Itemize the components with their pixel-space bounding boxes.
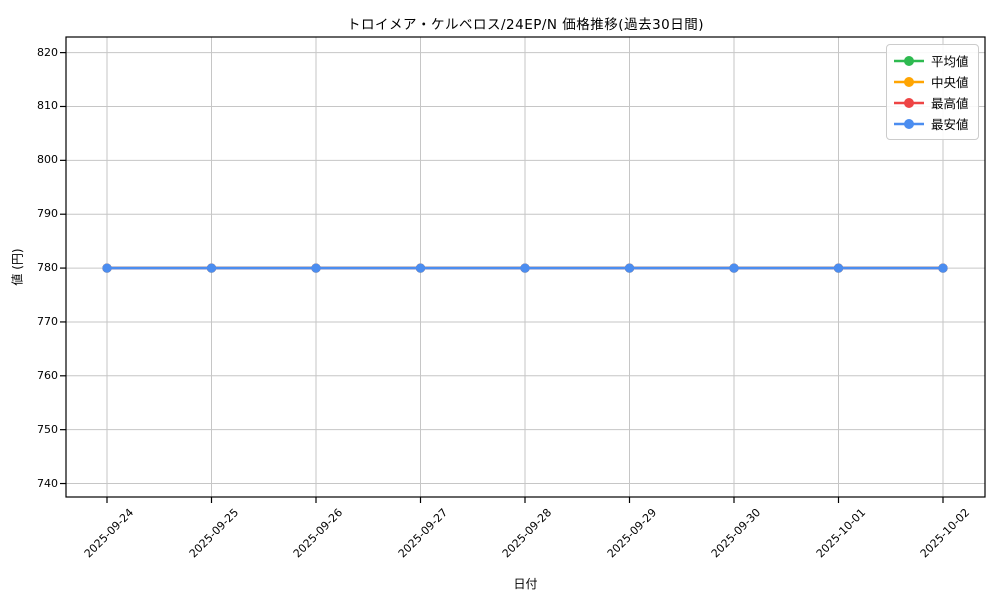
legend: 平均値中央値最高値最安値: [886, 44, 979, 140]
data-point-marker: [938, 263, 948, 273]
data-point-marker: [520, 263, 530, 273]
legend-marker-icon: [894, 55, 924, 66]
chart-title: トロイメア・ケルベロス/24EP/N 価格推移(過去30日間): [346, 17, 705, 33]
x-axis-label: 日付: [513, 577, 538, 591]
legend-label: 平均値: [931, 54, 969, 69]
y-tick-label: 810: [37, 99, 58, 113]
y-tick-label: 770: [37, 314, 58, 328]
y-tick-label: 790: [37, 207, 58, 221]
y-tick-label: 760: [37, 368, 58, 382]
legend-item-平均値: 平均値: [894, 50, 969, 71]
data-point-marker: [415, 263, 426, 273]
legend-label: 最高値: [931, 96, 969, 111]
data-point-marker: [311, 263, 321, 273]
data-point-marker: [102, 263, 112, 273]
legend-item-最高値: 最高値: [894, 92, 969, 113]
y-tick-label: 820: [37, 45, 58, 59]
legend-item-最安値: 最安値: [894, 113, 969, 134]
legend-marker-icon: [894, 118, 924, 129]
y-tick-label: 750: [37, 422, 58, 436]
legend-label: 中央値: [931, 75, 969, 90]
legend-marker-icon: [894, 76, 924, 87]
legend-label: 最安値: [931, 117, 969, 132]
data-point-marker: [206, 263, 217, 273]
data-point-marker: [833, 263, 844, 273]
data-point-marker: [729, 263, 739, 273]
data-point-marker: [624, 263, 635, 273]
legend-marker-icon: [894, 97, 924, 108]
y-tick-label: 800: [37, 153, 58, 167]
y-tick-label: 740: [37, 476, 58, 490]
legend-item-中央値: 中央値: [894, 71, 969, 92]
y-tick-label: 780: [37, 261, 58, 275]
